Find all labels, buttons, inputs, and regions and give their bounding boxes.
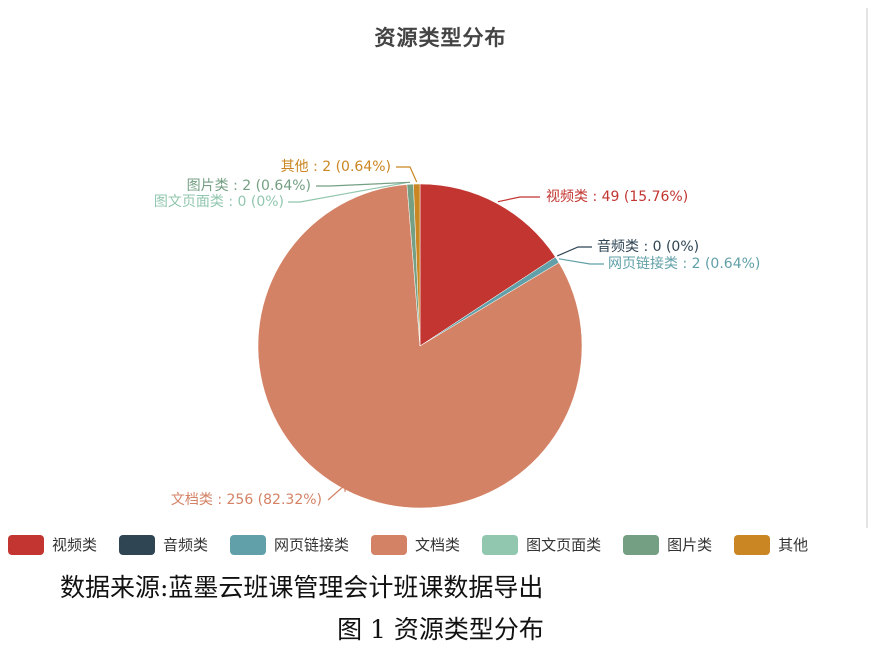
legend-label-3: 网页链接类: [274, 536, 350, 554]
slice-label-2: 音频类 : 0 (0%): [597, 238, 699, 255]
panel-border: [866, 8, 868, 528]
pie-slice-4: [257, 184, 583, 509]
legend-swatch-6: [623, 534, 660, 555]
leader-line-4: [327, 483, 346, 501]
legend-swatch-2: [119, 534, 156, 555]
legend-item-4[interactable]: 文档类: [371, 534, 460, 555]
legend-item-7[interactable]: 其他: [734, 534, 808, 555]
legend-label-2: 音频类: [163, 536, 209, 554]
legend-swatch-4: [371, 534, 408, 555]
legend-item-5[interactable]: 图文页面类: [482, 534, 601, 555]
legend: 视频类 音频类 网页链接类 文档类 图文页面类 图片类 其他: [8, 534, 830, 555]
chart-title: 资源类型分布: [374, 26, 507, 50]
legend-item-6[interactable]: 图片类: [623, 534, 712, 555]
slice-label-1: 视频类 : 49 (15.76%): [546, 189, 688, 205]
leader-line-3: [558, 258, 604, 265]
legend-item-2[interactable]: 音频类: [119, 534, 208, 555]
slice-label-6: 图片类 : 2 (0.64%): [187, 178, 311, 194]
pie-slice-1: [419, 183, 556, 347]
slice-label-7: 其他 : 2 (0.64%): [281, 159, 391, 175]
legend-label-4: 文档类: [415, 536, 461, 554]
legend-swatch-5: [482, 534, 519, 555]
slice-label-3: 网页链接类 : 2 (0.64%): [608, 255, 760, 272]
leader-line-7: [396, 166, 418, 183]
legend-item-1[interactable]: 视频类: [8, 534, 97, 555]
figure-caption: 图 1 资源类型分布: [337, 615, 544, 644]
legend-label-1: 视频类: [52, 536, 98, 554]
leader-line-6: [316, 181, 411, 187]
legend-label-6: 图片类: [667, 536, 713, 554]
legend-label-7: 其他: [778, 536, 809, 554]
pie-slice-7: [413, 183, 421, 347]
leader-line-1: [497, 196, 540, 203]
legend-item-3[interactable]: 网页链接类: [230, 534, 349, 555]
slice-label-4: 文档类 : 256 (82.32%): [171, 492, 322, 508]
pie-chart: 视频类 : 49 (15.76%) 音频类 : 0 (0%)网页链接类 : 2 (…: [154, 159, 760, 509]
leader-line-2: [556, 246, 592, 257]
source-note: 数据来源:蓝墨云班课管理会计班课数据导出: [60, 573, 544, 602]
legend-swatch-7: [734, 534, 771, 555]
slice-label-5: 图文页面类 : 0 (0%): [154, 194, 284, 210]
leader-line-5: [288, 181, 407, 203]
legend-swatch-3: [230, 534, 267, 555]
legend-label-5: 图文页面类: [526, 536, 602, 554]
legend-swatch-1: [8, 534, 44, 555]
